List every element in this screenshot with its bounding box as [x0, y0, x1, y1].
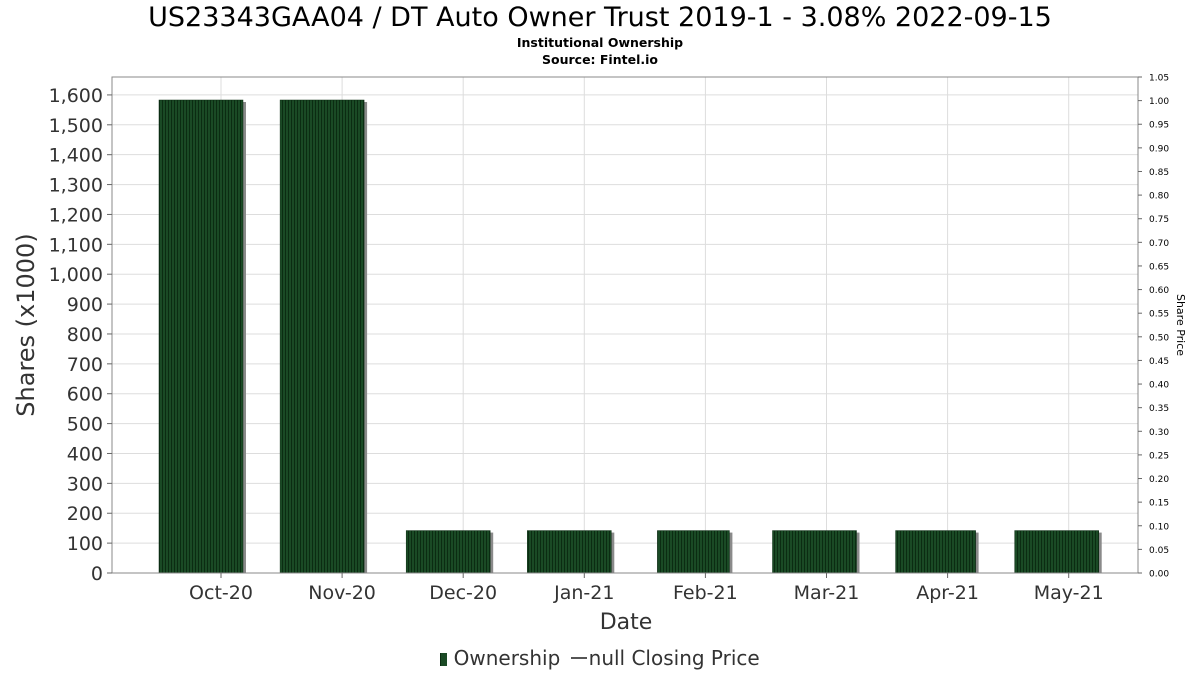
grid-lines — [112, 77, 1138, 574]
y-tick-label: 300 — [67, 473, 103, 495]
y2-tick-label: 0.40 — [1149, 381, 1169, 391]
x-tick-label: Apr-21 — [916, 582, 979, 604]
ownership-bar — [895, 530, 976, 574]
tick-labels: 0 100 200 300 400 500 600 700 800 900 1,000 1,100 1,… — [49, 74, 1170, 605]
y2-tick-label: 0.65 — [1149, 262, 1169, 272]
chart-title: US23343GAA04 / DT Auto Owner Trust 2019-… — [148, 2, 1052, 33]
x-tick-label: Nov-20 — [308, 582, 376, 604]
ownership-bar — [405, 530, 491, 574]
ownership-legend-swatch — [440, 653, 448, 666]
y2-tick-label: 0.00 — [1149, 570, 1169, 580]
chart-source: Source: Fintel.io — [542, 52, 658, 67]
y2-axis-label: Share Price — [1174, 294, 1187, 356]
y2-tick-label: 0.85 — [1149, 168, 1169, 178]
x-axis-label: Date — [600, 610, 653, 635]
y2-tick-label: 0.80 — [1149, 192, 1169, 202]
y2-tick-label: 0.55 — [1149, 310, 1169, 320]
ownership-legend-label: Ownership — [453, 646, 561, 670]
y-tick-label: 400 — [67, 443, 103, 465]
price-legend-label: null Closing Price — [588, 646, 760, 670]
legend: Ownership null Closing Price — [0, 646, 1200, 670]
y2-tick-label: 0.35 — [1149, 404, 1169, 414]
y-tick-label: 1,100 — [49, 234, 103, 256]
y-axis-label: Shares (x1000) — [12, 233, 40, 416]
y-tick-label: 1,000 — [49, 264, 103, 286]
ownership-bar — [772, 530, 857, 574]
plot-area — [112, 77, 1138, 573]
y-tick-label: 100 — [67, 533, 103, 555]
y2-tick-label: 1.05 — [1149, 74, 1169, 84]
y-tick-label: 500 — [67, 414, 103, 436]
bars — [158, 99, 1102, 574]
ownership-bar — [1014, 530, 1099, 574]
y-tick-label: 1,400 — [49, 145, 103, 167]
y2-tick-label: 0.90 — [1149, 144, 1169, 154]
y2-tick-label: 0.70 — [1149, 239, 1169, 249]
y2-tick-label: 0.45 — [1149, 357, 1169, 367]
y2-tick-label: 0.50 — [1149, 333, 1169, 343]
y2-tick-label: 0.20 — [1149, 475, 1169, 485]
y-tick-label: 600 — [67, 384, 103, 406]
x-tick-label: Jan-21 — [553, 582, 614, 604]
x-tick-label: Feb-21 — [673, 582, 738, 604]
y-tick-label: 0 — [91, 563, 103, 585]
ownership-bar — [158, 99, 244, 574]
y2-tick-label: 0.30 — [1149, 428, 1169, 438]
y-tick-label: 1,300 — [49, 175, 103, 197]
x-tick-label: May-21 — [1034, 582, 1104, 604]
y2-tick-label: 0.25 — [1149, 451, 1169, 461]
x-tick-label: Mar-21 — [794, 582, 860, 604]
y2-tick-label: 0.60 — [1149, 286, 1169, 296]
axes — [107, 76, 1142, 578]
y2-tick-label: 0.75 — [1149, 215, 1169, 225]
y-tick-label: 1,200 — [49, 204, 103, 226]
y-tick-label: 1,600 — [49, 85, 103, 107]
y-tick-label: 700 — [67, 354, 103, 376]
y2-tick-label: 0.05 — [1149, 546, 1169, 556]
y2-tick-label: 0.10 — [1149, 522, 1169, 532]
plot-border — [111, 76, 1139, 574]
y-tick-label: 900 — [67, 294, 103, 316]
y2-tick-label: 0.15 — [1149, 499, 1169, 509]
y-tick-label: 1,500 — [49, 115, 103, 137]
x-tick-label: Oct-20 — [189, 582, 253, 604]
y-tick-label: 200 — [67, 503, 103, 525]
price-legend-line — [570, 657, 587, 659]
y2-tick-label: 1.00 — [1149, 97, 1169, 107]
ownership-bar — [279, 99, 365, 574]
y2-tick-label: 0.95 — [1149, 121, 1169, 131]
ownership-bar — [527, 530, 612, 574]
chart-subtitle: Institutional Ownership — [516, 35, 684, 50]
y-tick-label: 800 — [67, 324, 103, 346]
ownership-bar — [657, 530, 730, 574]
x-tick-label: Dec-20 — [429, 582, 497, 604]
